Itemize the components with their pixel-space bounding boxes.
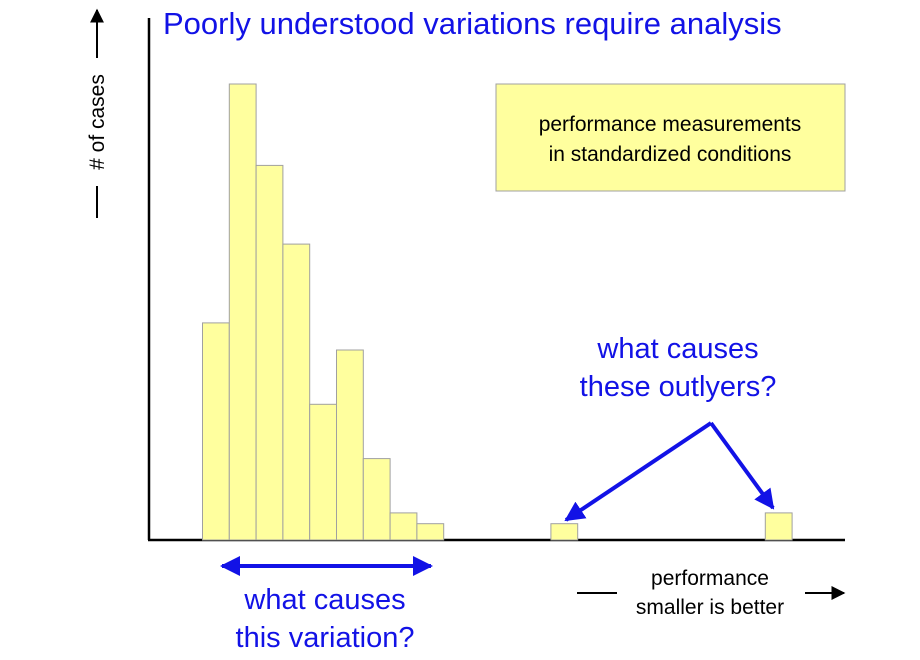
variation-callout: what causes this variation? — [220, 556, 433, 654]
histogram-bar — [255, 164, 284, 541]
note-box-line-2: in standardized conditions — [549, 143, 792, 166]
histogram-bar — [228, 83, 257, 541]
histogram-bar — [362, 458, 391, 541]
note-box-background — [495, 83, 846, 192]
x-axis-label-line-1: performance — [651, 567, 769, 590]
histogram-bar — [416, 523, 445, 541]
y-axis-label: # of cases — [86, 74, 109, 170]
x-axis-label-line-2: smaller is better — [636, 596, 784, 619]
y-axis-label-group: # of cases — [84, 8, 110, 218]
outlier-callout: what causes these outlyers? — [564, 333, 777, 522]
histogram-bar — [336, 349, 364, 541]
note-box-line-1: performance measurements — [539, 113, 802, 136]
histogram-bar — [202, 322, 230, 541]
outlier-bar — [550, 523, 579, 541]
diagram-title: Poorly understood variations require ana… — [163, 6, 782, 41]
histogram-bar — [282, 243, 311, 541]
histogram-bar — [309, 403, 338, 541]
variation-callout-line-2: this variation? — [236, 622, 415, 654]
histogram-bars — [202, 83, 793, 541]
x-axis-label-group: performance smaller is better — [577, 567, 846, 619]
variation-callout-line-1: what causes — [243, 584, 405, 616]
note-box: performance measurements in standardized… — [495, 83, 846, 192]
outlier-arrow-left — [564, 421, 713, 522]
outlier-callout-line-2: these outlyers? — [580, 371, 777, 403]
outlier-bar — [764, 512, 793, 541]
histogram-bar — [389, 512, 418, 541]
outlier-callout-line-1: what causes — [596, 333, 758, 365]
outlier-arrow-right — [709, 421, 775, 510]
